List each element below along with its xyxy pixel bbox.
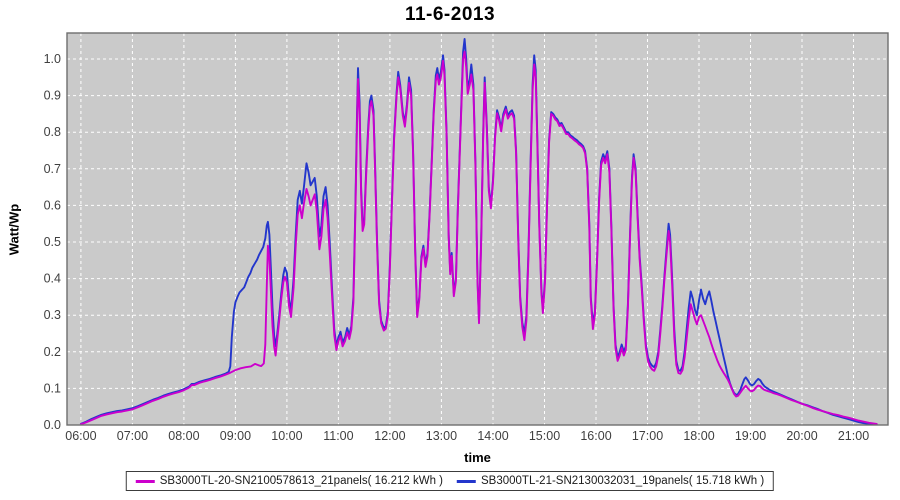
x-tick-label: 10:00 — [271, 429, 302, 443]
x-tick-label: 14:00 — [477, 429, 508, 443]
x-tick-label: 12:00 — [374, 429, 405, 443]
y-tick-label: 0.3 — [44, 308, 61, 322]
y-tick-label: 0.6 — [44, 198, 61, 212]
x-tick-label: 17:00 — [632, 429, 663, 443]
y-tick-label: 0.1 — [44, 381, 61, 395]
x-tick-label: 08:00 — [168, 429, 199, 443]
chart-title: 11-6-2013 — [404, 4, 496, 25]
y-tick-label: 1.0 — [44, 52, 61, 66]
y-tick-label: 0.2 — [44, 345, 61, 359]
legend: SB3000TL-20-SN2100578613_21panels( 16.21… — [125, 471, 775, 491]
x-tick-label: 13:00 — [426, 429, 457, 443]
legend-label-sb3000tl-20: SB3000TL-20-SN2100578613_21panels( 16.21… — [159, 475, 443, 487]
legend-label-sb3000tl-21: SB3000TL-21-SN2130032031_19panels( 15.71… — [481, 475, 765, 487]
x-tick-label: 20:00 — [786, 429, 817, 443]
y-tick-label: 0.8 — [44, 125, 61, 139]
y-tick-label: 0.7 — [44, 162, 61, 176]
x-tick-label: 09:00 — [220, 429, 251, 443]
x-tick-label: 21:00 — [838, 429, 869, 443]
y-tick-label: 0.5 — [44, 235, 61, 249]
x-tick-label: 07:00 — [117, 429, 148, 443]
plot-border — [66, 32, 889, 426]
y-tick-label: 0.4 — [44, 272, 61, 286]
x-tick-label: 19:00 — [735, 429, 766, 443]
series-line-sb3000tl-20 — [79, 50, 878, 426]
y-axis-label: Watt/Wp — [6, 203, 22, 256]
x-tick-label: 16:00 — [580, 429, 611, 443]
x-tick-label: 15:00 — [529, 429, 560, 443]
legend-line-swatch-blue — [457, 479, 476, 483]
y-tick-label: 0.9 — [44, 89, 61, 103]
x-tick-label: 18:00 — [683, 429, 714, 443]
legend-item-sb3000tl-20: SB3000TL-20-SN2100578613_21panels( 16.21… — [135, 475, 443, 487]
x-tick-label: 06:00 — [65, 429, 96, 443]
x-axis-label: time — [464, 450, 491, 465]
x-tick-label: 11:00 — [323, 429, 353, 443]
legend-line-swatch-magenta — [135, 479, 155, 483]
y-tick-label: 0.0 — [44, 418, 61, 432]
legend-item-sb3000tl-21: SB3000TL-21-SN2130032031_19panels( 15.71… — [457, 475, 764, 487]
